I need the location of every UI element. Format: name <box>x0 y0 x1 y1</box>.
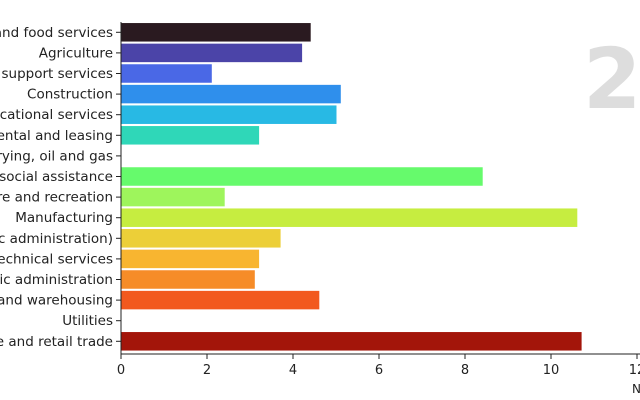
bar <box>121 43 303 63</box>
x-tick-label: 8 <box>461 363 469 378</box>
bar <box>121 270 255 289</box>
bar <box>121 187 225 207</box>
x-tick-label: 0 <box>117 363 125 378</box>
x-axis-title: N <box>632 382 640 396</box>
y-tick-label: social assistance <box>0 169 113 185</box>
x-tick-label: 6 <box>375 363 383 378</box>
bar <box>121 332 582 351</box>
y-tick-label: c administration) <box>0 231 113 247</box>
y-tick-label: e and retail trade <box>0 334 113 350</box>
bar <box>121 208 578 227</box>
y-tick-label: Manufacturing <box>15 210 113 226</box>
y-tick-label: ic administration <box>0 272 113 288</box>
x-tick-label: 2 <box>203 363 211 378</box>
bars-group <box>121 23 582 351</box>
y-tick-label: ental and leasing <box>0 128 113 144</box>
x-tick-label: 4 <box>289 363 297 378</box>
bar <box>121 64 212 83</box>
bar <box>121 249 260 269</box>
y-tick-label: rying, oil and gas <box>0 148 113 164</box>
bar <box>121 126 260 145</box>
y-tick-label: and food services <box>0 25 113 41</box>
bar <box>121 167 483 186</box>
y-axis: and food services Agriculture y support se… <box>0 22 122 354</box>
year-watermark: 20 <box>583 30 640 128</box>
x-tick-label: 10 <box>543 363 560 378</box>
y-tick-label: and warehousing <box>0 293 113 309</box>
x-axis: 0 2 4 6 8 10 12 <box>117 353 640 378</box>
bar <box>121 23 311 42</box>
bar <box>121 290 320 310</box>
y-tick-label: Construction <box>27 87 113 103</box>
y-tick-label: Utilities <box>62 313 113 329</box>
y-tick-label: echnical services <box>0 251 113 267</box>
y-tick-label: ucational services <box>0 107 113 123</box>
y-tick-label: re and recreation <box>0 190 113 206</box>
x-tick-label: 12 <box>629 363 640 378</box>
y-tick-label: Agriculture <box>39 45 113 61</box>
bar <box>121 105 337 124</box>
bar <box>121 84 341 104</box>
bar <box>121 229 281 248</box>
y-tick-label: y support services <box>0 66 113 82</box>
